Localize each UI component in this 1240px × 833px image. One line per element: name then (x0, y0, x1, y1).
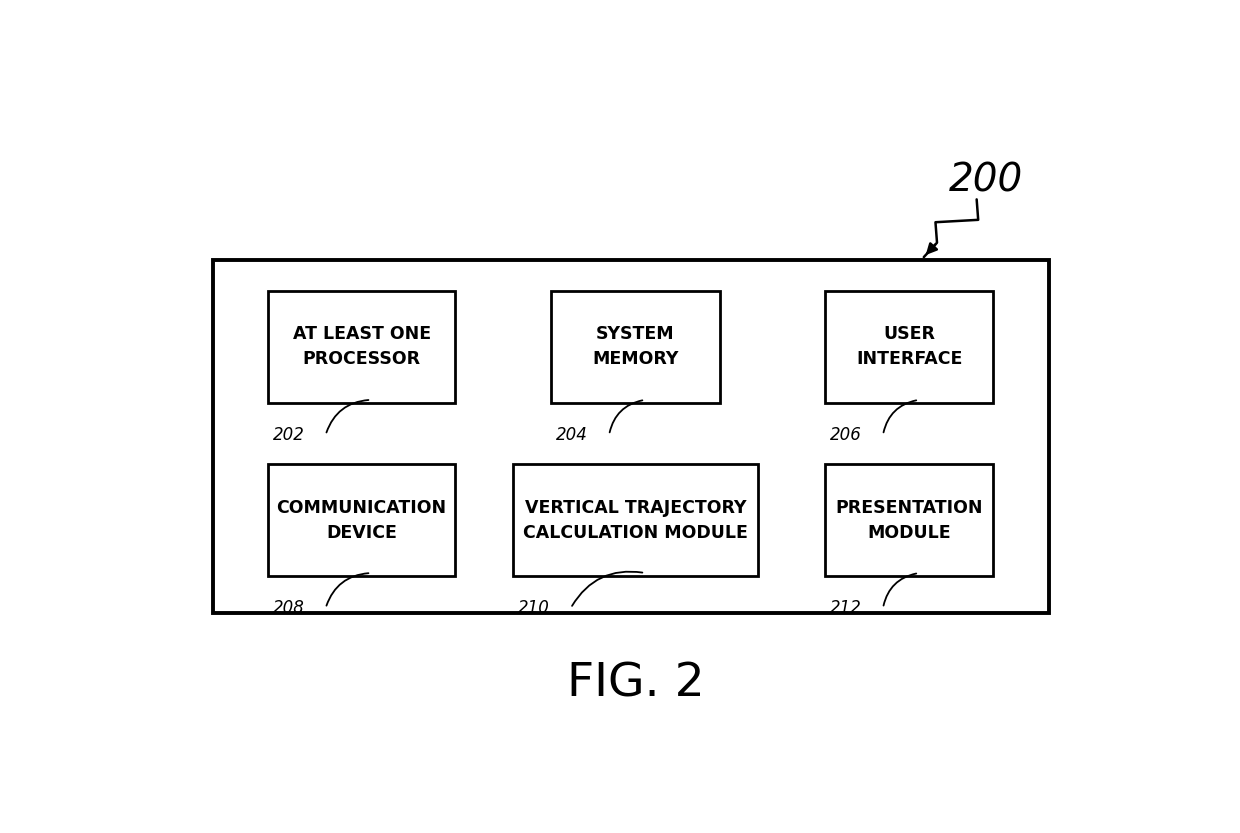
Text: 204: 204 (557, 426, 588, 444)
FancyBboxPatch shape (268, 291, 455, 403)
Text: VERTICAL TRAJECTORY
CALCULATION MODULE: VERTICAL TRAJECTORY CALCULATION MODULE (523, 499, 748, 541)
FancyBboxPatch shape (268, 464, 455, 576)
Text: FIG. 2: FIG. 2 (567, 661, 704, 706)
FancyBboxPatch shape (826, 291, 993, 403)
Text: 200: 200 (949, 161, 1023, 199)
FancyBboxPatch shape (552, 291, 719, 403)
Text: 212: 212 (830, 599, 862, 617)
Text: USER
INTERFACE: USER INTERFACE (856, 326, 962, 368)
FancyBboxPatch shape (826, 464, 993, 576)
Text: 210: 210 (518, 599, 549, 617)
Text: 206: 206 (830, 426, 862, 444)
Text: COMMUNICATION
DEVICE: COMMUNICATION DEVICE (277, 499, 446, 541)
Text: AT LEAST ONE
PROCESSOR: AT LEAST ONE PROCESSOR (293, 326, 430, 368)
Text: 208: 208 (273, 599, 305, 617)
Text: 202: 202 (273, 426, 305, 444)
FancyBboxPatch shape (513, 464, 758, 576)
Text: PRESENTATION
MODULE: PRESENTATION MODULE (836, 499, 983, 541)
FancyBboxPatch shape (213, 260, 1049, 613)
Text: SYSTEM
MEMORY: SYSTEM MEMORY (593, 326, 678, 368)
